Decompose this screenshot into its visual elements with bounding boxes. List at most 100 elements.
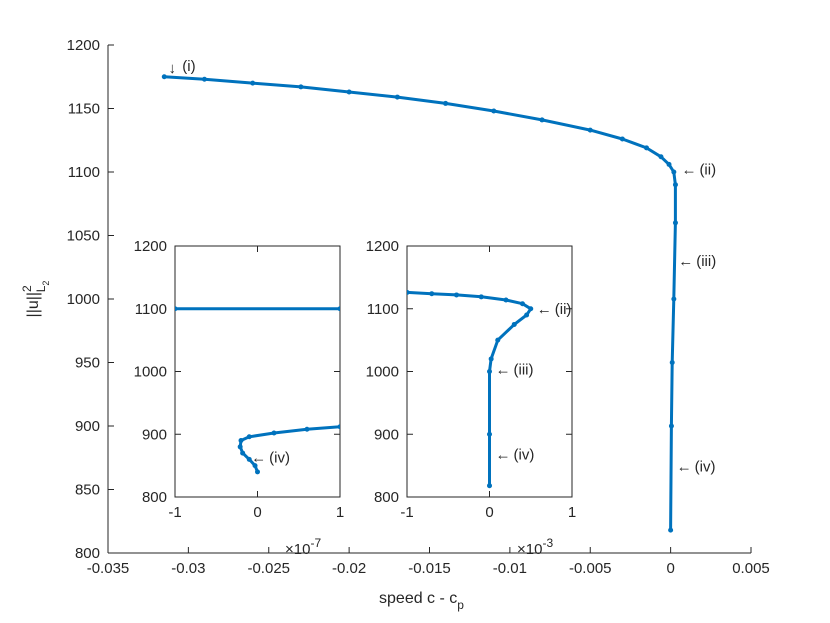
x-exponent-label: ×10-3 [517, 536, 553, 558]
y-tick-label: 1100 [68, 164, 100, 181]
annotation-label: (iii) [696, 253, 716, 270]
data-point [201, 76, 207, 82]
y-tick-label: 1100 [367, 301, 399, 318]
y-tick-label: 900 [374, 426, 399, 443]
annotation-arrow: ↓ [169, 60, 177, 77]
x-tick-label: 0.005 [732, 560, 770, 577]
data-point [487, 483, 492, 489]
data-point [394, 94, 400, 100]
annotation-arrow: ← [678, 253, 693, 270]
x-exponent-power: -7 [310, 536, 321, 550]
y-tick-label: 1200 [67, 37, 100, 54]
y-tick-label: 800 [374, 489, 399, 506]
y-tick-label: 1200 [366, 238, 399, 255]
y-tick-label: 950 [75, 355, 100, 372]
data-point [298, 84, 304, 90]
data-point [672, 182, 678, 188]
data-point [407, 289, 410, 295]
x-tick-label: -0.01 [493, 560, 527, 577]
data-point [238, 438, 244, 444]
data-point [240, 450, 246, 456]
data-point [487, 369, 492, 374]
x-axis-label: speed c - cp [379, 590, 464, 612]
data-group [161, 74, 678, 533]
data-point [491, 108, 497, 114]
x-tick-label: -1 [400, 504, 413, 521]
data-point [644, 145, 650, 151]
data-point [488, 356, 494, 362]
annotation-arrow: ← [251, 449, 266, 466]
data-point [246, 456, 252, 462]
y-axis-label-subscript: L [34, 285, 48, 292]
data-point [478, 294, 484, 300]
x-tick-label: 1 [336, 504, 344, 521]
data-point [161, 74, 167, 80]
data-point [668, 423, 674, 429]
y-tick-label: 1150 [68, 101, 100, 118]
annotation-arrow: ← [496, 362, 511, 379]
y-tick-label: 1000 [67, 291, 100, 308]
x-tick-label: -0.015 [408, 560, 451, 577]
data-point [520, 301, 525, 307]
annotation-arrow: ← [496, 446, 511, 463]
data-point [658, 154, 664, 160]
annotation-label: (iv) [514, 446, 535, 463]
x-axis-label-subscript: p [457, 598, 464, 612]
data-point [255, 469, 260, 475]
y-tick-label: 900 [142, 426, 167, 443]
inset-left-plot: -1 0 1 800 900 1000 1100 1200 ← (iv) ×10-7 [134, 238, 345, 558]
data-point [495, 337, 501, 343]
data-point [252, 463, 258, 469]
data-point [443, 100, 449, 106]
data-point [672, 220, 678, 226]
data-point [429, 291, 435, 297]
data-point [619, 136, 625, 142]
annotation-label: (i) [182, 58, 195, 75]
inset-background [175, 246, 340, 497]
y-tick-label: 1100 [135, 301, 167, 318]
x-tick-label: -0.03 [171, 560, 205, 577]
data-point [503, 297, 509, 303]
data-point [237, 444, 243, 450]
x-exponent-power: -3 [542, 536, 553, 550]
y-tick-label: 1000 [366, 364, 399, 381]
series-line [238, 425, 340, 474]
data-point [511, 321, 517, 327]
data-point [524, 312, 530, 318]
y-axis-label-subsubscript: 2 [41, 281, 51, 286]
y-tick-label: 900 [75, 418, 100, 435]
x-tick-label: 0 [253, 504, 261, 521]
data-point [246, 434, 252, 440]
data-point [528, 306, 534, 312]
data-point [337, 306, 340, 312]
data-point [304, 426, 310, 432]
annotation-label: (ii) [555, 301, 572, 318]
x-tick-label: 0 [485, 504, 493, 521]
data-point [587, 127, 593, 133]
y-tick-label: 1050 [67, 228, 100, 245]
x-tick-label: -0.005 [569, 560, 612, 577]
annotation-label: (ii) [699, 161, 716, 178]
x-tick-label: -0.025 [247, 560, 290, 577]
x-exponent-label: ×10-7 [285, 536, 321, 558]
y-axis-label: ||u||2L2 [20, 281, 51, 318]
data-point [669, 360, 675, 365]
data-group [175, 306, 340, 475]
x-tick-label: 0 [666, 560, 674, 577]
annotation-label: (iv) [269, 449, 290, 466]
y-tick-label: 1200 [134, 238, 167, 255]
data-point [337, 424, 340, 430]
x-tick-label: -0.02 [332, 560, 366, 577]
data-point [671, 169, 677, 175]
data-point [671, 296, 677, 302]
annotation-arrow: ← [681, 161, 696, 178]
x-tick-label: 1 [568, 504, 576, 521]
annotation-label: (iv) [695, 459, 716, 476]
data-point [454, 292, 459, 298]
data-point [271, 430, 277, 436]
data-point [666, 161, 672, 167]
data-group [407, 289, 534, 489]
y-tick-label: 850 [75, 482, 100, 499]
